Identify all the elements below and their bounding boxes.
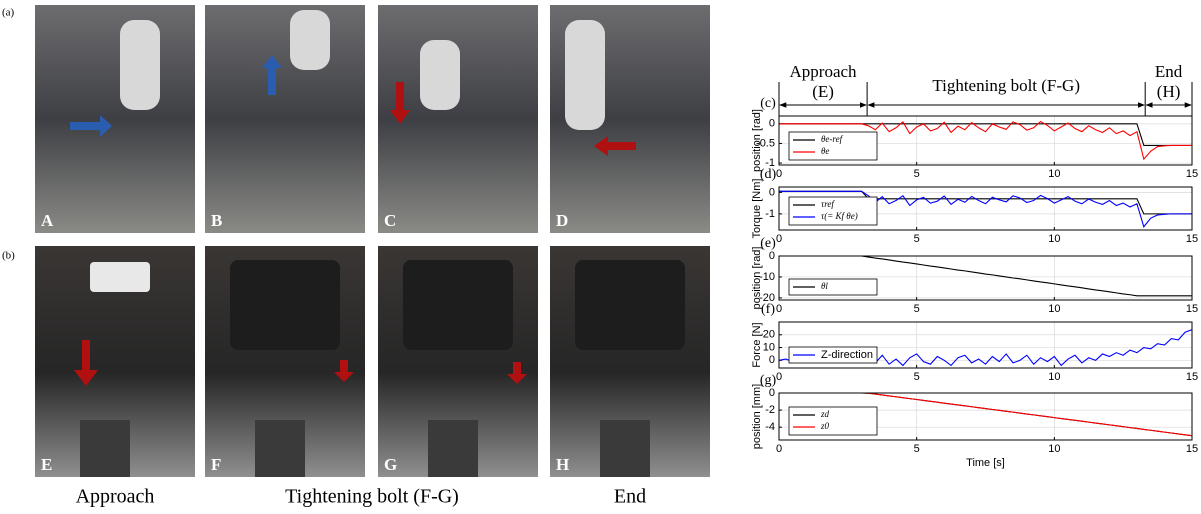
phase-code: (H)	[1157, 82, 1181, 101]
panel-label: (d)	[760, 167, 777, 182]
panel-label: (b)	[2, 250, 15, 262]
x-tick-label: 10	[1048, 443, 1060, 455]
phase-name: Approach	[790, 62, 858, 81]
phase-name: Tightening bolt (F-G)	[932, 76, 1080, 95]
legend-label: Z-direction	[821, 349, 873, 361]
legend-label: θe	[821, 146, 829, 156]
photo-panels	[35, 5, 710, 477]
y-tick-label: -1	[765, 208, 775, 220]
legend-label: τref	[821, 199, 835, 209]
x-tick-label: 0	[776, 371, 782, 383]
photo-letter: D	[556, 211, 568, 230]
caption: Approach	[76, 486, 155, 508]
y-axis-label: position [mm]	[751, 384, 763, 449]
base	[255, 420, 305, 477]
figure: (a) (b) A B C D E F G H Approach Tighten…	[0, 0, 1201, 514]
phase-code: (E)	[812, 82, 834, 101]
caption: End	[614, 486, 646, 508]
x-tick-label: 15	[1186, 371, 1198, 383]
x-tick-label: 15	[1186, 168, 1198, 180]
panel-label: (e)	[760, 236, 776, 251]
robot	[565, 20, 605, 130]
y-axis-label: Torque [Nm]	[751, 179, 763, 239]
y-tick-label: 0	[769, 250, 775, 262]
gripper	[90, 262, 150, 292]
x-tick-label: 0	[776, 168, 782, 180]
y-tick-label: 10	[763, 341, 775, 353]
robot	[420, 40, 460, 110]
x-tick-label: 5	[914, 168, 920, 180]
x-axis-label: Time [s]	[966, 457, 1005, 469]
photo-letter: F	[211, 455, 221, 474]
y-axis-label: Force [N]	[751, 322, 763, 367]
y-tick-label: -4	[765, 421, 775, 433]
panel-label: (g)	[760, 373, 777, 388]
legend-box	[789, 407, 877, 435]
x-tick-label: 15	[1186, 233, 1198, 245]
y-tick-label: 0	[769, 118, 775, 130]
panel-label: (f)	[761, 302, 775, 317]
photo-letter: E	[41, 455, 52, 474]
base	[80, 420, 130, 477]
x-tick-label: 15	[1186, 443, 1198, 455]
photo-letter: C	[384, 211, 396, 230]
panel-label: (c)	[760, 96, 776, 111]
legend-label: zd	[820, 409, 830, 419]
x-tick-label: 5	[914, 233, 920, 245]
x-tick-label: 10	[1048, 168, 1060, 180]
x-tick-label: 0	[776, 233, 782, 245]
x-tick-label: 15	[1186, 303, 1198, 315]
legend-label: z0	[820, 421, 830, 431]
caption: Tightening bolt (F-G)	[285, 486, 459, 508]
phase-name: End	[1155, 62, 1183, 81]
robot	[120, 20, 160, 110]
legend-label: θe-ref	[821, 134, 844, 144]
x-tick-label: 5	[914, 443, 920, 455]
gripper	[403, 260, 513, 350]
legend-label: θl	[821, 281, 828, 291]
y-tick-label: 0	[769, 186, 775, 198]
gripper	[230, 260, 340, 350]
x-tick-label: 10	[1048, 303, 1060, 315]
y-tick-label: 0	[769, 387, 775, 399]
photo-letter: H	[556, 455, 569, 474]
x-tick-label: 5	[914, 371, 920, 383]
y-axis-label: position [rad]	[751, 109, 763, 172]
gripper	[575, 260, 685, 350]
x-tick-label: 5	[914, 303, 920, 315]
y-axis-label: position [rad]	[751, 247, 763, 310]
base	[600, 420, 650, 477]
y-tick-label: -2	[765, 404, 775, 416]
x-tick-label: 10	[1048, 371, 1060, 383]
y-tick-label: 20	[763, 329, 775, 341]
photo	[205, 5, 365, 233]
x-tick-label: 10	[1048, 233, 1060, 245]
panel-label: (a)	[2, 7, 15, 19]
photo-letter: G	[384, 455, 397, 474]
robot	[290, 10, 330, 70]
legend-label: τ(= Kf θe)	[821, 211, 858, 221]
photo-letter: B	[211, 211, 222, 230]
base	[428, 420, 478, 477]
y-tick-label: 0	[769, 354, 775, 366]
photo	[35, 5, 195, 233]
x-tick-label: 0	[776, 443, 782, 455]
x-tick-label: 0	[776, 303, 782, 315]
photo-letter: A	[41, 211, 54, 230]
